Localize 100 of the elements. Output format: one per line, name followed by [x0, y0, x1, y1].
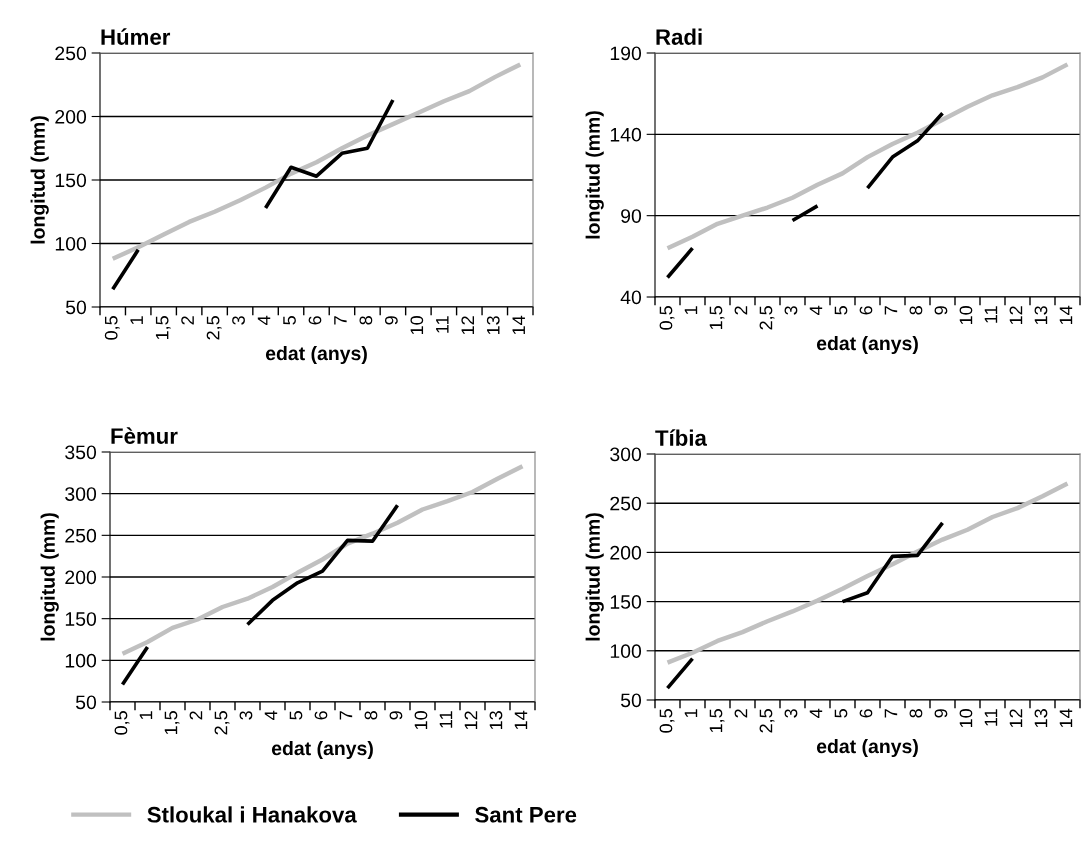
- x-tick-label: 12: [1009, 306, 1023, 325]
- y-tick-label: 200: [65, 570, 97, 585]
- x-tick-label: 1,5: [155, 316, 171, 340]
- y-tick-label: 90: [621, 209, 642, 223]
- chart-title: Tíbia: [655, 429, 707, 446]
- y-tick-label: 50: [65, 300, 87, 315]
- y-tick-label: 50: [75, 695, 97, 710]
- x-tick-label: 10: [414, 711, 428, 730]
- x-tick-label: 3: [239, 711, 253, 720]
- legend-label: Stloukal i Hanakova: [147, 806, 357, 823]
- chart-title: Radi: [656, 28, 702, 45]
- x-tick-label: 11: [439, 711, 453, 728]
- y-tick-label: 300: [610, 447, 642, 462]
- y-tick-label: 250: [55, 46, 87, 61]
- x-tick-label: 1,5: [164, 711, 180, 735]
- x-tick-label: 2,5: [214, 711, 230, 735]
- y-tick-label: 190: [610, 46, 642, 61]
- y-tick-label: 140: [610, 127, 642, 142]
- x-tick-label: 4: [257, 315, 271, 325]
- x-tick-label: 1: [684, 709, 698, 717]
- x-tick-label: 9: [934, 709, 948, 718]
- y-tick-label: 300: [65, 487, 97, 501]
- x-tick-label: 11: [984, 306, 998, 323]
- x-tick-label: 2,5: [759, 709, 775, 733]
- y-axis-title: longitud (mm): [585, 111, 604, 239]
- x-tick-label: 4: [264, 710, 278, 720]
- x-tick-label: 4: [809, 305, 823, 315]
- x-tick-label: 2: [734, 709, 748, 718]
- y-tick-label: 100: [610, 644, 642, 659]
- y-axis-title: longitud (mm): [585, 513, 604, 641]
- x-tick-label: 13: [1034, 709, 1048, 728]
- x-tick-label: 2: [734, 306, 748, 315]
- x-tick-label: 5: [834, 709, 848, 718]
- x-tick-label: 13: [489, 711, 503, 730]
- y-tick-label: 350: [65, 445, 97, 460]
- y-tick-label: 50: [620, 693, 642, 708]
- y-tick-label: 40: [620, 290, 642, 305]
- x-tick-label: 9: [934, 306, 948, 315]
- x-tick-label: 3: [232, 316, 245, 325]
- x-tick-label: 11: [984, 709, 998, 726]
- x-tick-label: 10: [959, 709, 973, 728]
- x-axis-title: edat (anys): [265, 345, 367, 365]
- y-tick-label: 200: [610, 545, 642, 560]
- x-tick-label: 13: [1034, 306, 1048, 325]
- x-tick-label: 8: [359, 316, 373, 325]
- x-tick-label: 1,5: [709, 709, 725, 733]
- x-tick-label: 6: [314, 711, 328, 720]
- x-tick-label: 14: [512, 315, 525, 335]
- y-tick-label: 150: [610, 595, 642, 609]
- x-tick-label: 10: [959, 306, 973, 325]
- line-series: [120, 463, 525, 656]
- line-series: [665, 62, 1070, 251]
- y-tick-label: 250: [610, 496, 642, 511]
- x-tick-label: 4: [809, 708, 823, 718]
- x-tick-label: 5: [834, 306, 848, 315]
- x-tick-label: 1: [684, 306, 698, 314]
- x-tick-label: 7: [334, 316, 347, 325]
- x-tick-label: 5: [283, 316, 296, 325]
- y-tick-label: 100: [55, 236, 87, 251]
- x-tick-label: 13: [486, 316, 500, 335]
- x-tick-label: 3: [784, 306, 798, 315]
- x-tick-label: 9: [389, 711, 403, 720]
- x-axis-title: edat (anys): [816, 738, 918, 758]
- x-axis-title: edat (anys): [816, 335, 918, 355]
- x-tick-label: 0,5: [114, 711, 130, 735]
- legend-label: Sant Pere: [475, 806, 577, 823]
- x-tick-label: 1,5: [709, 306, 725, 330]
- x-tick-label: 1: [139, 711, 153, 719]
- chart-title: Fèmur: [111, 427, 178, 444]
- x-tick-label: 12: [1009, 709, 1023, 728]
- x-tick-label: 7: [884, 306, 898, 315]
- x-tick-label: 2: [181, 316, 194, 325]
- line-series: [110, 62, 523, 261]
- x-tick-label: 6: [859, 306, 873, 315]
- y-tick-label: 250: [65, 528, 97, 543]
- y-tick-label: 150: [65, 612, 97, 626]
- x-tick-label: 8: [909, 709, 923, 718]
- x-tick-label: 1: [130, 316, 143, 324]
- x-tick-label: 12: [461, 316, 474, 335]
- x-tick-label: 0,5: [659, 709, 675, 733]
- y-tick-label: 100: [65, 653, 97, 668]
- x-tick-label: 8: [364, 711, 378, 720]
- x-tick-label: 2: [189, 711, 203, 720]
- x-tick-label: 12: [464, 711, 478, 730]
- x-tick-label: 2,5: [759, 306, 775, 330]
- y-tick-label: 200: [55, 109, 87, 124]
- x-tick-label: 7: [339, 711, 353, 720]
- x-tick-label: 8: [909, 306, 923, 315]
- chart-title: Húmer: [101, 28, 171, 45]
- x-tick-label: 9: [384, 316, 398, 325]
- x-tick-label: 10: [410, 316, 424, 335]
- line-series: [665, 481, 1070, 665]
- x-tick-label: 0,5: [104, 316, 120, 340]
- x-tick-label: 2,5: [206, 316, 222, 340]
- x-tick-label: 14: [1059, 708, 1073, 728]
- x-tick-label: 14: [1059, 305, 1073, 325]
- x-tick-label: 0,5: [659, 306, 675, 330]
- y-axis-title: longitud (mm): [30, 116, 49, 244]
- x-tick-label: 3: [784, 709, 798, 718]
- x-tick-label: 14: [514, 710, 528, 730]
